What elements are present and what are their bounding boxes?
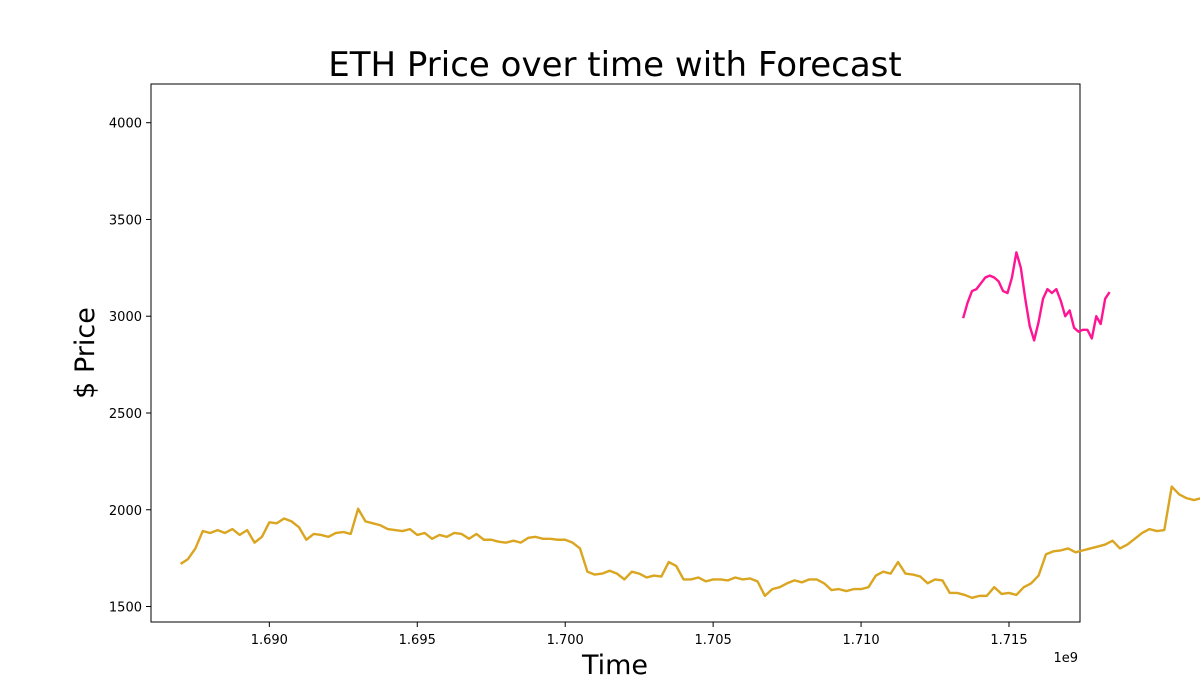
- y-tick-label: 3500: [109, 213, 142, 228]
- y-tick-label: 2500: [109, 407, 142, 422]
- plot-area-frame: [150, 83, 1081, 623]
- y-axis-ticks: 1500 2000 2500 3000 3500 4000: [109, 117, 151, 616]
- series-layer: [179, 251, 1200, 600]
- x-tick-label: 1.700: [547, 633, 584, 648]
- x-tick-label: 1.715: [990, 633, 1027, 648]
- x-tick-label: 1.710: [842, 633, 879, 648]
- y-tick-label: 1500: [109, 601, 142, 616]
- y-tick-label: 4000: [109, 117, 142, 132]
- y-tick-label: 2000: [109, 504, 142, 519]
- x-tick-label: 1.705: [695, 633, 732, 648]
- x-axis-label: Time: [581, 650, 648, 681]
- y-axis-label: $ Price: [70, 307, 101, 399]
- x-axis-ticks: 1.690 1.695 1.700 1.705 1.710 1.715: [251, 622, 1028, 648]
- y-tick-label: 3000: [109, 310, 142, 325]
- chart-title: ETH Price over time with Forecast: [328, 45, 901, 85]
- x-tick-label: 1.690: [251, 633, 288, 648]
- eth-price-forecast-line: [961, 251, 1111, 342]
- x-tick-label: 1.695: [399, 633, 436, 648]
- x-axis-offset-label: 1e9: [1053, 651, 1078, 666]
- eth-price-history-line: [179, 485, 1200, 600]
